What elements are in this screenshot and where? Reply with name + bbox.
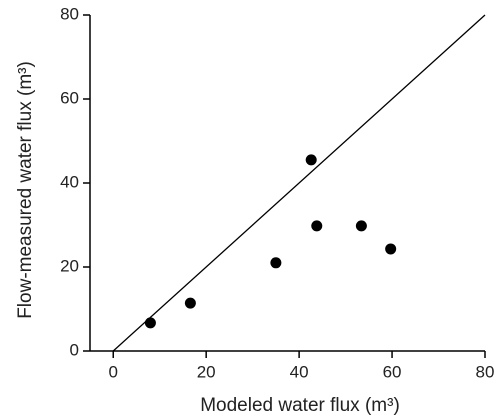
point xyxy=(311,220,323,232)
point xyxy=(270,257,282,269)
point xyxy=(385,243,397,255)
y-tick-label: 20 xyxy=(60,256,79,275)
x-tick-label: 0 xyxy=(109,362,118,381)
x-tick-label: 80 xyxy=(476,362,495,381)
point xyxy=(184,297,196,309)
x-axis-label: Modeled water flux (m³) xyxy=(200,395,400,416)
reference-line xyxy=(112,14,486,352)
y-tick-label: 0 xyxy=(70,340,79,359)
x-tick-label: 60 xyxy=(383,362,402,381)
y-tick-label: 40 xyxy=(60,172,79,191)
y-axis-label: Flow-measured water flux (m³) xyxy=(15,61,36,319)
point xyxy=(305,154,317,166)
point xyxy=(144,317,156,329)
x-tick-label: 20 xyxy=(197,362,216,381)
x-tick-label: 40 xyxy=(290,362,309,381)
y-tick-label: 60 xyxy=(60,88,79,107)
point xyxy=(355,220,367,232)
y-tick-label: 80 xyxy=(60,4,79,23)
